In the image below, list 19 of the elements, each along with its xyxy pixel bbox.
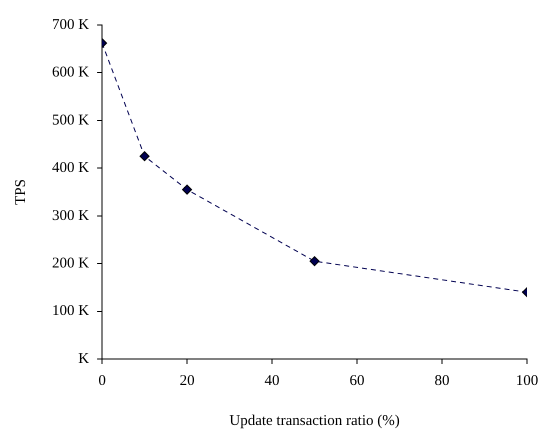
y-tick-label: 500 K xyxy=(52,112,90,128)
y-tick-label: 400 K xyxy=(52,160,90,176)
x-tick-label: 80 xyxy=(434,372,450,389)
point xyxy=(140,151,150,162)
x-axis-title: Update transaction ratio (%) xyxy=(229,412,400,429)
y-tick-label: 200 K xyxy=(52,256,90,272)
x-tick-label: 100 xyxy=(516,372,538,389)
y-tick-label: 300 K xyxy=(52,208,90,224)
y-tick-label: 700 K xyxy=(52,16,90,33)
x-tick-label: 60 xyxy=(350,372,365,389)
point xyxy=(182,184,192,195)
y-tick-label: K xyxy=(78,350,90,367)
y-tick-label: 100 K xyxy=(52,303,90,320)
x-tick-label: 0 xyxy=(98,372,106,389)
y-tick-label: 600 K xyxy=(52,64,90,81)
point xyxy=(310,256,320,266)
x-tick-label: 40 xyxy=(264,372,280,389)
y-axis-title: TPS xyxy=(12,179,29,205)
x-tick-label: 20 xyxy=(180,372,195,389)
